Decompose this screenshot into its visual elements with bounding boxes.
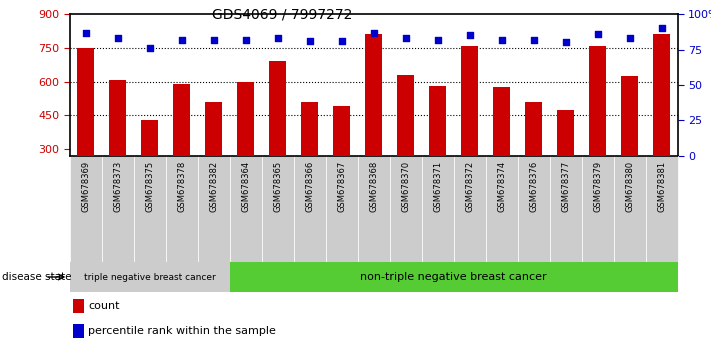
Bar — [77, 48, 95, 156]
Point — [496, 37, 507, 42]
Bar — [70, 156, 102, 262]
Bar — [365, 34, 383, 156]
Bar — [422, 156, 454, 262]
Text: count: count — [88, 301, 119, 311]
Point — [528, 37, 539, 42]
Bar — [141, 120, 159, 156]
Bar — [230, 156, 262, 262]
Text: GSM678366: GSM678366 — [305, 161, 314, 212]
Bar — [166, 156, 198, 262]
Bar — [621, 76, 638, 156]
Bar — [397, 75, 415, 156]
Bar — [109, 80, 127, 156]
Bar — [429, 86, 447, 156]
Text: GSM678364: GSM678364 — [241, 161, 250, 212]
Bar — [301, 102, 319, 156]
Bar — [358, 156, 390, 262]
Point — [400, 35, 411, 41]
Bar — [230, 262, 678, 292]
Bar — [589, 46, 606, 156]
Text: GSM678380: GSM678380 — [625, 161, 634, 212]
Point — [144, 45, 156, 51]
Text: GSM678379: GSM678379 — [593, 161, 602, 212]
Bar — [333, 106, 351, 156]
Bar — [454, 156, 486, 262]
Bar — [294, 156, 326, 262]
Point — [560, 40, 572, 45]
Text: GSM678369: GSM678369 — [81, 161, 90, 212]
Text: non-triple negative breast cancer: non-triple negative breast cancer — [360, 272, 547, 282]
Bar — [198, 156, 230, 262]
Point — [368, 30, 380, 35]
Text: GSM678367: GSM678367 — [337, 161, 346, 212]
Bar — [646, 156, 678, 262]
Bar — [326, 156, 358, 262]
Point — [432, 37, 444, 42]
Point — [208, 37, 219, 42]
Text: GSM678365: GSM678365 — [273, 161, 282, 212]
Text: GSM678376: GSM678376 — [529, 161, 538, 212]
Bar — [173, 84, 191, 156]
Point — [240, 37, 252, 42]
Text: disease state: disease state — [2, 272, 72, 282]
Text: GSM678368: GSM678368 — [369, 161, 378, 212]
Point — [80, 30, 91, 35]
Point — [656, 25, 667, 31]
Point — [304, 38, 316, 44]
Text: GSM678374: GSM678374 — [497, 161, 506, 212]
Text: GSM678371: GSM678371 — [433, 161, 442, 212]
Point — [592, 31, 603, 37]
Bar — [205, 102, 223, 156]
Bar — [134, 156, 166, 262]
Bar — [653, 34, 670, 156]
Bar — [614, 156, 646, 262]
Text: triple negative breast cancer: triple negative breast cancer — [84, 273, 215, 281]
Text: GSM678382: GSM678382 — [209, 161, 218, 212]
Bar — [102, 156, 134, 262]
Bar — [557, 110, 574, 156]
Bar — [262, 156, 294, 262]
Text: GSM678381: GSM678381 — [657, 161, 666, 212]
Bar — [550, 156, 582, 262]
Bar — [486, 156, 518, 262]
Text: GDS4069 / 7997272: GDS4069 / 7997272 — [213, 7, 353, 21]
Bar — [269, 61, 287, 156]
Point — [464, 33, 475, 38]
Bar — [525, 102, 542, 156]
Text: GSM678372: GSM678372 — [465, 161, 474, 212]
Text: GSM678378: GSM678378 — [177, 161, 186, 212]
Bar — [518, 156, 550, 262]
Point — [112, 35, 124, 41]
Text: GSM678370: GSM678370 — [401, 161, 410, 212]
Point — [624, 35, 636, 41]
Bar — [237, 81, 255, 156]
Point — [336, 38, 347, 44]
Text: GSM678377: GSM678377 — [561, 161, 570, 212]
Text: GSM678375: GSM678375 — [145, 161, 154, 212]
Point — [272, 35, 283, 41]
Point — [176, 37, 188, 42]
Bar — [461, 46, 479, 156]
Bar — [582, 156, 614, 262]
Bar — [390, 156, 422, 262]
Bar — [493, 87, 510, 156]
Text: percentile rank within the sample: percentile rank within the sample — [88, 326, 276, 336]
Bar — [70, 262, 230, 292]
Text: GSM678373: GSM678373 — [113, 161, 122, 212]
